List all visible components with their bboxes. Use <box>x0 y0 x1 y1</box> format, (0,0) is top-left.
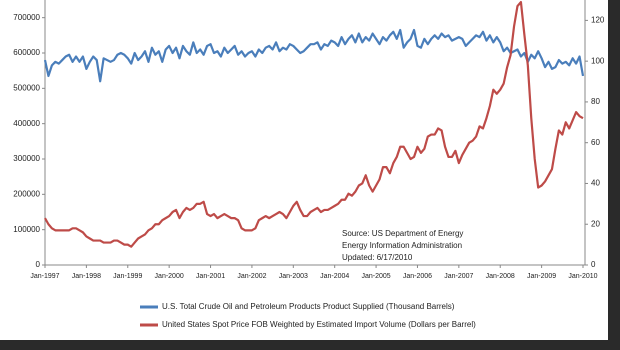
x-tick-label: Jan-2006 <box>403 273 432 280</box>
y-tick-label: 600000 <box>13 48 40 57</box>
x-tick-label: Jan-1998 <box>72 273 101 280</box>
x-tick-label: Jan-1999 <box>113 273 142 280</box>
x-tick-label: Jan-2000 <box>155 273 184 280</box>
annotation: Source: US Department of Energy <box>342 229 463 238</box>
y-tick-label: 700000 <box>13 13 40 22</box>
x-tick-label: Jan-2001 <box>196 273 225 280</box>
y-tick-label: 200000 <box>13 189 40 198</box>
y2-tick-label: 100 <box>591 56 605 65</box>
y-tick-label: 400000 <box>13 119 40 128</box>
y2-tick-label: 120 <box>591 15 605 24</box>
x-tick-label: Jan-2009 <box>527 273 556 280</box>
x-tick-label: Jan-2002 <box>237 273 266 280</box>
legend-label: United States Spot Price FOB Weighted by… <box>162 320 476 329</box>
x-tick-label: Jan-2010 <box>568 273 597 280</box>
annotation: Energy Information Administration <box>342 241 462 250</box>
series-line <box>44 0 584 248</box>
y2-tick-label: 40 <box>591 179 600 188</box>
x-tick-label: Jan-1997 <box>30 273 59 280</box>
chart-background <box>0 0 608 340</box>
y2-tick-label: 20 <box>591 219 600 228</box>
x-tick-label: Jan-2003 <box>279 273 308 280</box>
y-tick-label: 300000 <box>13 154 40 163</box>
y2-tick-label: 0 <box>591 260 596 269</box>
annotation: Updated: 6/17/2010 <box>342 253 413 262</box>
x-tick-label: Jan-2008 <box>486 273 515 280</box>
legend-label: U.S. Total Crude Oil and Petroleum Produ… <box>162 302 455 311</box>
series-line <box>43 28 585 83</box>
y-tick-label: 500000 <box>13 83 40 92</box>
x-tick-label: Jan-2004 <box>320 273 349 280</box>
y2-tick-label: 60 <box>591 138 600 147</box>
y-tick-label: 0 <box>36 260 41 269</box>
x-tick-label: Jan-2007 <box>444 273 473 280</box>
x-tick-label: Jan-2005 <box>361 273 390 280</box>
y-tick-label: 100000 <box>13 225 40 234</box>
y2-tick-label: 80 <box>591 97 600 106</box>
